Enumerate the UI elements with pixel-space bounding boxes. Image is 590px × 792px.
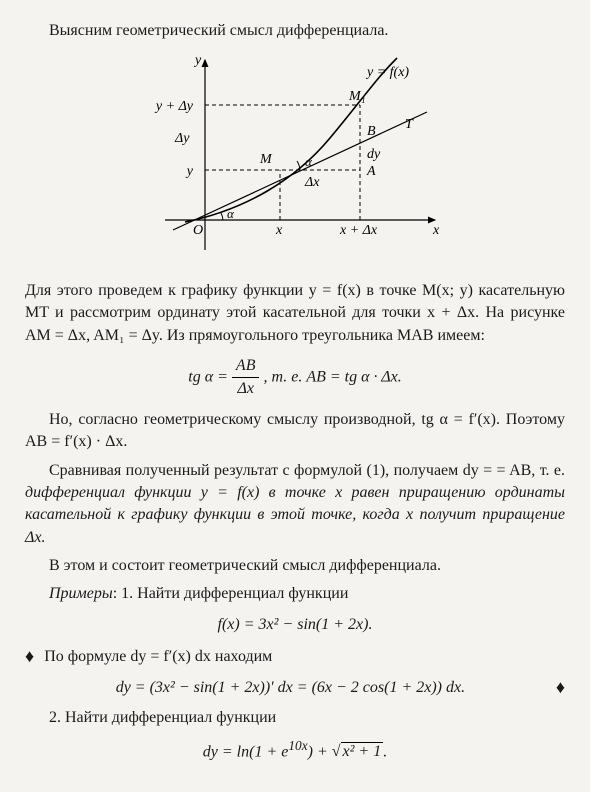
formula1-den: Δx bbox=[232, 378, 260, 400]
ex1-label: : 1. Найти дифференциал функции bbox=[113, 585, 349, 602]
label-ydy-tick: y + Δy bbox=[154, 99, 194, 114]
label-M1: M₁ bbox=[348, 89, 366, 104]
tangent-line bbox=[173, 112, 427, 230]
ex1-solution-formula-row: dy = (3x² − sin(1 + 2x))′ dx = (6x − 2 c… bbox=[25, 675, 565, 700]
para3-italic: дифференциал функции y = f(x) в точке x … bbox=[25, 484, 565, 546]
ex2-a: dy = ln(1 + e bbox=[203, 743, 289, 760]
examples-line: Примеры: 1. Найти дифференциал функции bbox=[25, 583, 565, 605]
diamond-right-icon: ♦ bbox=[556, 675, 565, 700]
formula1-rhs: , т. е. AB = tg α · Δx. bbox=[263, 369, 401, 386]
label-y-axis: y bbox=[193, 53, 202, 68]
formula1-lhs: tg α = bbox=[188, 369, 228, 386]
label-M: M bbox=[259, 152, 273, 167]
label-alpha2: α bbox=[305, 154, 313, 169]
label-Dy: Δy bbox=[174, 131, 190, 146]
label-T: T bbox=[405, 117, 414, 132]
label-origin: O bbox=[193, 223, 203, 238]
ex2-label: 2. Найти дифференциал функции bbox=[25, 707, 565, 729]
diamond-left-icon: ♦ bbox=[25, 644, 34, 669]
para3-lead: Сравнивая полученный результат с формуло… bbox=[49, 462, 565, 479]
label-xdx-tick: x + Δx bbox=[339, 223, 378, 238]
angle-arc-origin bbox=[221, 213, 223, 220]
geometric-figure: y x O y = f(x) x x + Δx y y + Δy M M₁ A … bbox=[25, 50, 565, 267]
para1-text: Для этого проведем к графику функции y =… bbox=[25, 282, 565, 344]
label-A: A bbox=[366, 164, 376, 179]
label-alpha1: α bbox=[227, 206, 235, 221]
para2: Но, согласно геометрическому смыслу прои… bbox=[25, 409, 565, 454]
label-x-axis: x bbox=[432, 223, 440, 238]
label-dx: Δx bbox=[304, 175, 320, 190]
para1: Для этого проведем к графику функции y =… bbox=[25, 280, 565, 347]
function-curve bbox=[185, 58, 397, 222]
para4: В этом и состоит геометрический смысл ди… bbox=[25, 555, 565, 577]
label-B: B bbox=[367, 124, 376, 139]
examples-label: Примеры bbox=[49, 585, 113, 602]
formula-tg-alpha: tg α = AB Δx , т. е. AB = tg α · Δx. bbox=[25, 355, 565, 401]
formula1-fraction: AB Δx bbox=[232, 355, 260, 401]
ex2-sup: 10x bbox=[288, 738, 307, 753]
ex1-solution-formula: dy = (3x² − sin(1 + 2x))′ dx = (6x − 2 c… bbox=[25, 677, 556, 699]
intro-text: Выясним геометрический смысл дифференциа… bbox=[25, 20, 565, 42]
label-x-tick: x bbox=[275, 223, 283, 238]
formula1-num: AB bbox=[232, 355, 260, 378]
label-dy: dy bbox=[367, 147, 381, 162]
ex1-function: f(x) = 3x² − sin(1 + 2x). bbox=[25, 614, 565, 636]
ex2-sqrt: x² + 1 bbox=[341, 742, 384, 760]
label-y-tick: y bbox=[185, 164, 194, 179]
ex2-formula: dy = ln(1 + e10x) + x² + 1. bbox=[25, 737, 565, 764]
ex1-solution-row: ♦ По формуле dy = f′(x) dx находим bbox=[25, 644, 565, 669]
ex2-end: . bbox=[383, 743, 387, 760]
label-curve: y = f(x) bbox=[365, 65, 409, 80]
ex2-b: ) + bbox=[308, 743, 332, 760]
ex1-solution-intro: По формуле dy = f′(x) dx находим bbox=[44, 646, 565, 668]
para3: Сравнивая полученный результат с формуло… bbox=[25, 460, 565, 550]
sqrt-icon bbox=[332, 743, 341, 760]
